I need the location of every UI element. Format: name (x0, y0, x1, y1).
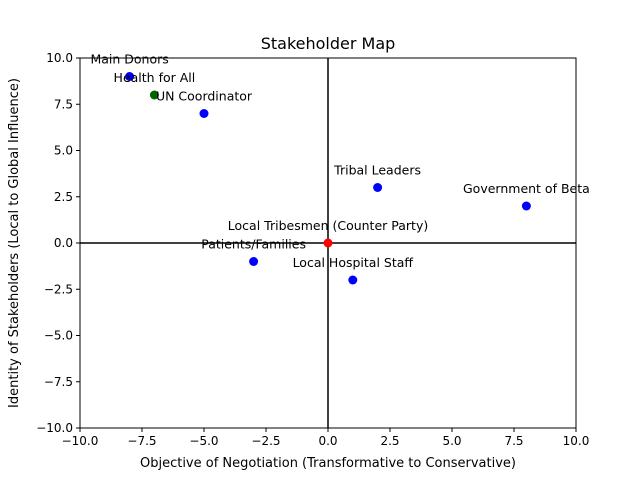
data-point (521, 201, 531, 211)
data-point-label: Tribal Leaders (333, 163, 421, 178)
y-tick-label: 2.5 (54, 190, 73, 204)
y-axis-ticks: −10.0 −7.5 −5.0 −2.5 0.0 2.5 5.0 7.5 10.0 (36, 51, 80, 435)
data-point (373, 183, 383, 192)
x-tick-label: −5.0 (189, 434, 218, 448)
y-tick-label: −10.0 (36, 421, 73, 435)
y-tick-label: 0.0 (54, 236, 73, 250)
plot-frame (79, 57, 577, 429)
data-points (125, 72, 531, 285)
data-point (323, 238, 333, 248)
data-point-label: Main Donors (90, 52, 168, 67)
x-tick-label: −10.0 (62, 434, 99, 448)
y-axis-label: Identity of Stakeholders (Local to Globa… (7, 78, 22, 408)
y-tick-label: −7.5 (44, 375, 73, 389)
y-tick-label: −5.0 (44, 329, 73, 343)
x-tick-label: 7.5 (504, 434, 523, 448)
data-point (199, 109, 209, 118)
data-point-label: Local Tribesmen (Counter Party) (228, 218, 428, 233)
data-point (249, 257, 259, 266)
data-labels: Main Donors Health for All UN Coordinator T… (90, 52, 589, 271)
data-point-label: Local Hospital Staff (293, 255, 414, 270)
data-point (149, 90, 159, 100)
data-point (348, 275, 358, 285)
x-tick-label: 0.0 (318, 434, 337, 448)
data-point-label: Health for All (114, 70, 196, 85)
chart-title: Stakeholder Map (261, 34, 396, 53)
x-tick-label: 5.0 (442, 434, 461, 448)
x-tick-label: 2.5 (380, 434, 399, 448)
y-tick-label: −2.5 (44, 282, 73, 296)
data-point-label: UN Coordinator (156, 89, 253, 104)
y-tick-label: 10.0 (46, 51, 73, 65)
x-tick-label: 10.0 (563, 434, 590, 448)
x-axis-ticks: −10.0 −7.5 −5.0 −2.5 0.0 2.5 5.0 7.5 10.0 (62, 428, 590, 448)
data-point (125, 72, 135, 81)
y-tick-label: 7.5 (54, 97, 73, 111)
x-tick-label: −7.5 (127, 434, 156, 448)
data-point-label: Government of Beta (463, 181, 590, 196)
y-tick-label: 5.0 (54, 144, 73, 158)
x-tick-label: −2.5 (251, 434, 280, 448)
data-point-label: Patients/Families (201, 237, 306, 252)
x-axis-label: Objective of Negotiation (Transformative… (140, 456, 516, 471)
